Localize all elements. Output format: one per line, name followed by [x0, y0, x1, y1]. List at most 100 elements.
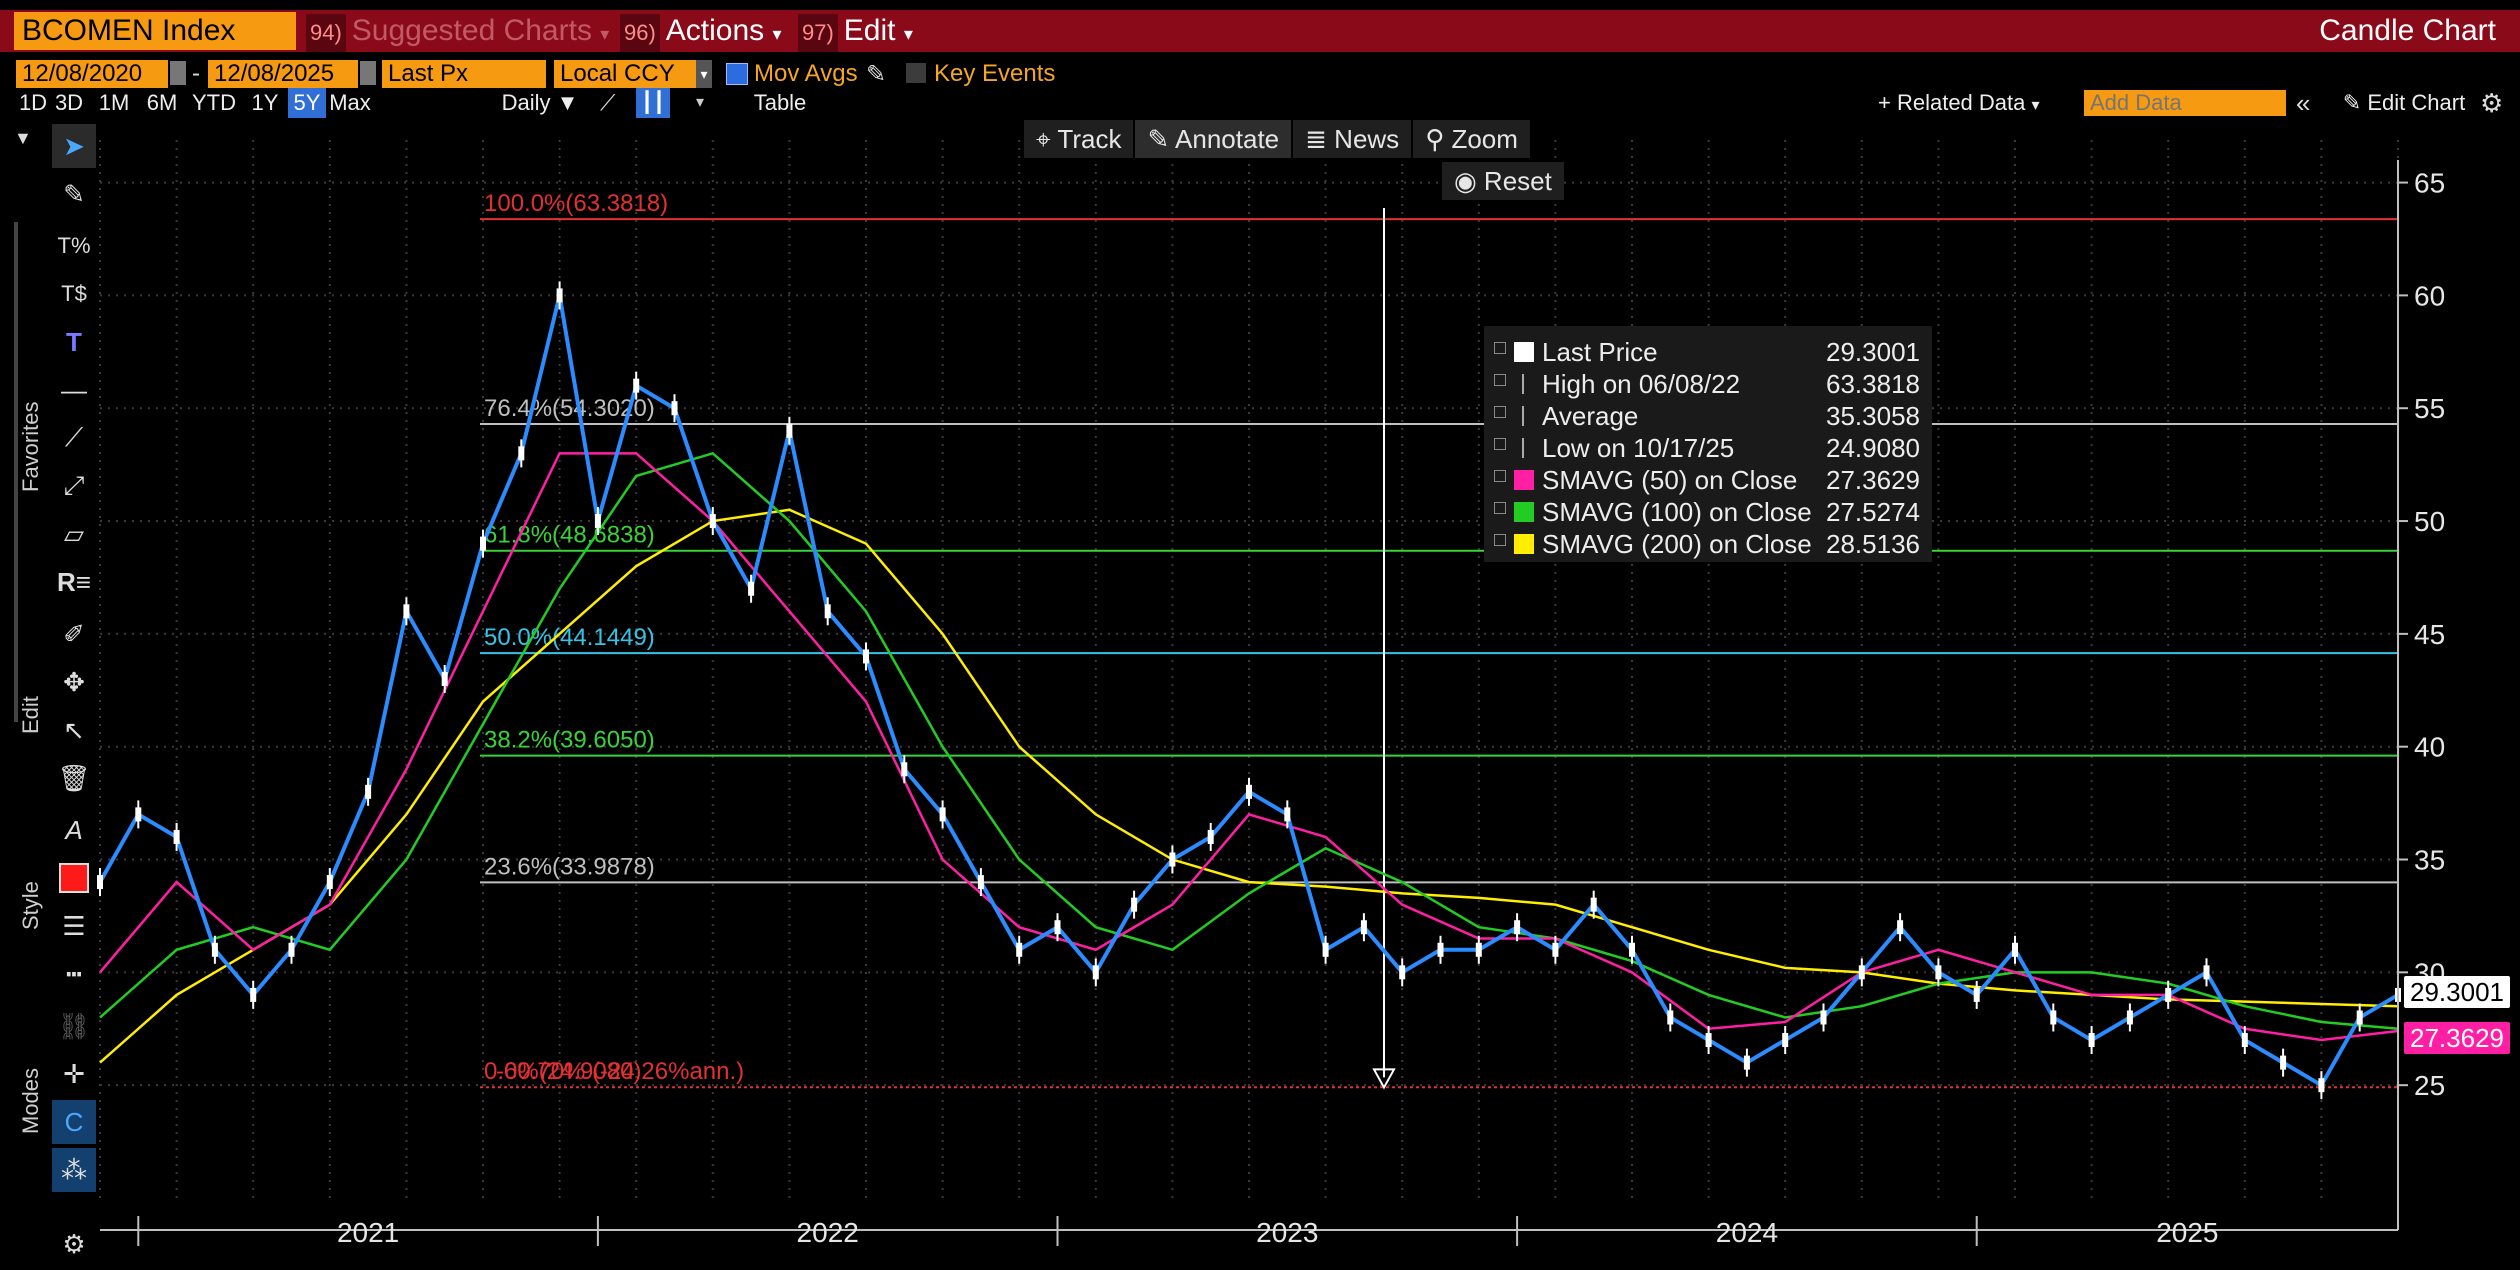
calendar-icon[interactable]	[170, 61, 186, 85]
pen-icon[interactable]: ✐	[63, 618, 85, 649]
zoom-label: Zoom	[1451, 124, 1518, 154]
start-date-input[interactable]: 12/08/2020	[16, 60, 168, 88]
settings-gear-icon[interactable]: ⚙	[62, 1228, 86, 1259]
related-data-button[interactable]: + Related Data ▾	[1878, 88, 2068, 118]
legend-swatch	[1514, 502, 1534, 522]
zoom-button[interactable]: ⚲ Zoom	[1413, 120, 1530, 158]
collapse-icon[interactable]	[1494, 534, 1506, 546]
legend-row[interactable]: SMAVG (100) on Close 27.5274	[1484, 496, 1932, 528]
track-button[interactable]: ⌖ Track	[1024, 120, 1134, 158]
percent-tool-icon[interactable]: T%	[57, 233, 91, 258]
legend-row[interactable]: Last Price 29.3001	[1484, 336, 1932, 368]
actions-button[interactable]: 96) Actions ▾	[620, 12, 782, 52]
range-button-6m[interactable]: 6M	[146, 90, 178, 115]
legend-value: 28.5136	[1826, 529, 1920, 559]
y-tick-label: 35	[2414, 845, 2445, 876]
legend-low-marker-icon	[1522, 438, 1526, 458]
table-button[interactable]: Table	[753, 90, 807, 115]
candle-body	[1514, 920, 1521, 935]
crosshair-icon[interactable]: ✛	[63, 1058, 85, 1089]
edit-chart-button[interactable]: ✎ Edit Chart	[2330, 88, 2478, 118]
candle-body	[135, 807, 142, 822]
line-chart-icon[interactable]: ⟋	[600, 90, 616, 115]
candle-chart-icon[interactable]: ┃┃	[636, 88, 670, 118]
color-picker-icon[interactable]	[52, 856, 96, 900]
reset-button[interactable]: ◉ Reset	[1442, 162, 1564, 200]
fib-label: 61.8%(48.6838)	[484, 522, 655, 549]
gear-icon[interactable]: ⚙	[2480, 88, 2504, 118]
legend-name: SMAVG (50) on Close	[1542, 465, 1798, 495]
pointer-icon[interactable]: ➤	[52, 124, 96, 168]
suggested-charts-button[interactable]: 94) Suggested Charts ▾	[306, 12, 609, 52]
candle-body	[1667, 1010, 1674, 1025]
key-events-checkbox[interactable]	[906, 63, 926, 83]
collapse-icon[interactable]	[1494, 438, 1506, 450]
legend-swatch	[1514, 470, 1534, 490]
range-button-1d[interactable]: 1D	[18, 90, 48, 115]
range-button-5y[interactable]: 5Y	[288, 88, 326, 118]
legend-row[interactable]: SMAVG (200) on Close 28.5136	[1484, 528, 1932, 560]
legend-row[interactable]: High on 06/08/22 63.3818	[1484, 368, 1932, 400]
range-button-1m[interactable]: 1M	[98, 90, 130, 115]
collapse-icon[interactable]	[1494, 406, 1506, 418]
news-button[interactable]: ≣ News	[1293, 120, 1412, 158]
candle-body	[901, 762, 908, 777]
chevron-down-icon[interactable]: ▾	[696, 60, 712, 88]
line-style-icon[interactable]: ┅	[66, 958, 82, 989]
collapse-icon[interactable]	[1494, 470, 1506, 482]
double-chevron-left-icon[interactable]: «	[2296, 88, 2311, 118]
dollar-tool-icon[interactable]: T$	[61, 281, 87, 306]
collapse-icon[interactable]	[1494, 502, 1506, 514]
link-icon[interactable]: ⛓	[57, 1010, 91, 1041]
price-chart[interactable]: 100.0%(63.3818)76.4%(54.3020)61.8%(48.68…	[0, 120, 2520, 1270]
fib-retracement-icon[interactable]: R≡	[57, 566, 91, 597]
horizontal-line-icon[interactable]: —	[61, 374, 87, 405]
magnet-icon[interactable]: C	[52, 1100, 96, 1144]
collapse-icon[interactable]	[1494, 342, 1506, 354]
end-date-input[interactable]: 12/08/2025	[208, 60, 358, 88]
caret-down-icon[interactable]: ▼	[14, 128, 32, 148]
text-tool-icon[interactable]: T	[66, 326, 82, 357]
checkbox-checked-icon	[726, 63, 748, 85]
chart-toolbar: ⌖ Track ✎ Annotate ≣ News ⚲ Zoom	[1024, 120, 1530, 158]
edit-button[interactable]: 97) Edit ▾	[798, 12, 913, 52]
mov-avgs-checkbox[interactable]	[726, 63, 748, 85]
select-icon[interactable]: ↖	[63, 714, 85, 745]
annotate-button[interactable]: ✎ Annotate	[1135, 120, 1292, 158]
draw-line-icon[interactable]: ✎	[63, 178, 85, 209]
move-icon[interactable]: ✥	[63, 666, 85, 697]
x-tick-label: 2021	[337, 1217, 399, 1248]
collapse-icon[interactable]	[1494, 374, 1506, 386]
legend-row[interactable]: Average 35.3058	[1484, 400, 1932, 432]
range-bar: 1D 3D 1M 6M YTD 1Y 5Y Max	[18, 88, 374, 118]
candle-body	[1590, 897, 1597, 912]
trash-icon[interactable]: 🗑	[57, 762, 91, 793]
security-input[interactable]: BCOMEN Index	[14, 12, 296, 50]
candle-body	[480, 536, 486, 551]
add-data-input[interactable]	[2084, 90, 2286, 116]
field-select[interactable]: Last Px	[382, 60, 546, 88]
range-button-max[interactable]: Max	[329, 90, 371, 115]
range-button-3d[interactable]: 3D	[54, 90, 84, 115]
checkbox-empty-icon	[906, 63, 926, 83]
range-button-1y[interactable]: 1Y	[251, 90, 279, 115]
candle-body	[1437, 942, 1444, 957]
related-data-label: + Related Data	[1878, 90, 2026, 115]
calendar-icon[interactable]	[360, 61, 376, 85]
range-button-ytd[interactable]: YTD	[192, 90, 236, 115]
trend-line-icon[interactable]: ⟋	[64, 422, 84, 452]
y-tick-label: 55	[2414, 393, 2445, 424]
period-select[interactable]: Daily ▼	[498, 88, 582, 118]
measure-arrow-icon	[1372, 1068, 1396, 1090]
chevron-down-icon[interactable]: ▾	[696, 94, 705, 111]
ray-line-icon[interactable]: ⤢	[63, 470, 85, 500]
line-weight-icon[interactable]: ☰	[62, 910, 86, 941]
font-style-icon[interactable]: A	[65, 814, 83, 845]
chevron-down-icon: ▾	[903, 24, 913, 44]
currency-select[interactable]: Local CCY	[554, 60, 696, 88]
multicolor-icon[interactable]: ⁂	[52, 1148, 96, 1192]
legend-row[interactable]: SMAVG (50) on Close 27.3629	[1484, 464, 1932, 496]
channel-icon[interactable]: ▱	[64, 518, 84, 549]
legend-row[interactable]: Low on 10/17/25 24.9080	[1484, 432, 1932, 464]
pencil-icon[interactable]: ✎	[866, 61, 887, 88]
